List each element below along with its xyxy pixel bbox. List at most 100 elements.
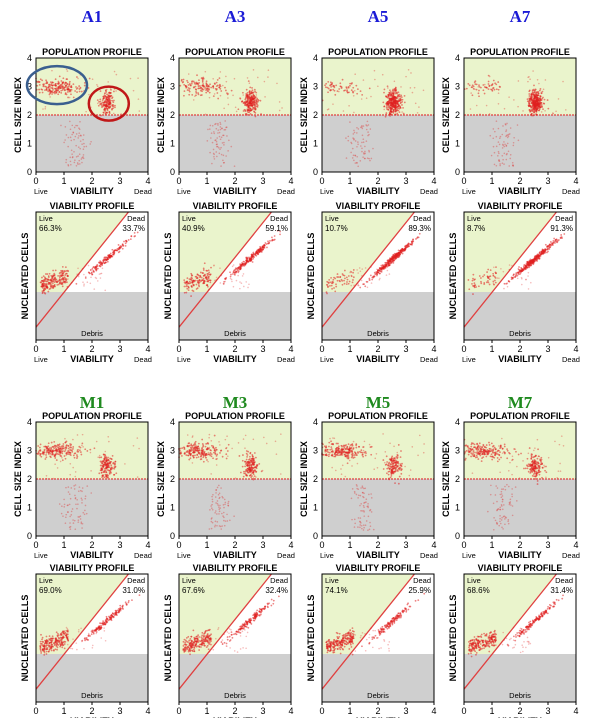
viability-point	[250, 255, 253, 258]
population-point	[367, 134, 369, 137]
population-point	[533, 94, 536, 96]
population-point	[74, 494, 76, 497]
viability-point	[496, 277, 499, 279]
population-point	[242, 94, 245, 96]
population-point	[368, 157, 370, 160]
viability-point	[111, 248, 114, 251]
population-points	[35, 433, 140, 530]
population-point	[385, 95, 387, 97]
x-tick-label: 3	[403, 344, 408, 354]
population-point	[72, 454, 75, 457]
viability-point	[98, 273, 101, 275]
population-point	[326, 108, 329, 111]
viability-point	[131, 599, 133, 602]
viability-point	[209, 281, 212, 284]
population-point	[36, 84, 39, 87]
viability-point	[397, 254, 399, 257]
viability-point	[252, 253, 255, 256]
viability-point	[370, 282, 373, 284]
population-point	[555, 110, 557, 113]
viability-point	[104, 639, 107, 642]
viability-point	[224, 280, 227, 283]
population-point	[537, 90, 540, 93]
population-point	[111, 96, 114, 99]
population-point	[212, 77, 214, 80]
viability-point	[482, 275, 484, 278]
population-point	[105, 111, 108, 114]
viability-point	[64, 281, 67, 284]
population-point	[105, 464, 107, 467]
viability-point	[103, 627, 105, 629]
population-point	[215, 127, 218, 130]
viability-point	[492, 274, 495, 277]
population-point	[60, 445, 63, 448]
viability-point	[102, 259, 105, 262]
population-point	[394, 113, 397, 116]
viability-point	[72, 638, 74, 640]
population-point	[45, 451, 48, 454]
region-debris	[36, 654, 148, 702]
viability-point	[45, 639, 48, 641]
viability-point	[248, 283, 250, 286]
population-point	[422, 89, 425, 92]
population-point	[38, 446, 41, 449]
y-tick-label: 1	[455, 139, 460, 149]
viability-point	[61, 266, 64, 268]
population-point	[36, 452, 39, 455]
viability-point	[56, 648, 58, 651]
population-point	[253, 97, 256, 100]
debris-label: Debris	[509, 329, 531, 338]
population-point	[354, 73, 356, 75]
population-point	[69, 525, 72, 528]
viability-point	[76, 273, 78, 275]
population-point	[225, 457, 228, 460]
population-point	[70, 443, 73, 446]
population-point	[59, 450, 62, 453]
population-point	[246, 474, 248, 477]
population-point	[253, 88, 256, 91]
dead-axis-label: Dead	[277, 355, 295, 364]
population-point	[47, 451, 50, 454]
population-point	[324, 84, 326, 87]
dead-axis-label: Dead	[134, 355, 152, 364]
viability-point	[57, 644, 60, 646]
population-point	[67, 491, 70, 493]
population-point	[39, 453, 42, 456]
population-point	[349, 82, 352, 85]
population-point	[103, 108, 106, 111]
viability-point	[385, 274, 388, 276]
population-point	[383, 88, 386, 91]
population-point	[75, 133, 78, 135]
live-axis-label: Live	[462, 187, 476, 196]
viability-point	[63, 643, 66, 645]
population-point	[216, 145, 218, 148]
population-point	[357, 165, 359, 168]
population-point	[190, 449, 193, 452]
viability-point	[65, 626, 68, 629]
population-points	[35, 68, 141, 167]
population-point	[215, 448, 218, 451]
population-point	[76, 449, 79, 452]
population-point	[69, 160, 72, 163]
population-point	[76, 450, 79, 453]
population-point	[69, 86, 72, 88]
population-point	[200, 77, 203, 79]
population-point	[38, 88, 40, 91]
viability-point	[486, 271, 488, 273]
population-point	[77, 448, 80, 451]
population-point	[536, 106, 538, 109]
viability-point	[267, 240, 269, 243]
population-point	[483, 86, 486, 88]
population-point	[538, 82, 540, 85]
population-point	[86, 485, 89, 487]
viability-point	[521, 270, 523, 273]
viability-point	[551, 244, 554, 246]
population-point	[77, 516, 79, 518]
viability-point	[239, 268, 242, 270]
viability-title: VIABILITY PROFILE	[50, 563, 135, 573]
population-point	[194, 95, 196, 98]
population-point	[493, 151, 496, 154]
population-point	[82, 148, 85, 151]
